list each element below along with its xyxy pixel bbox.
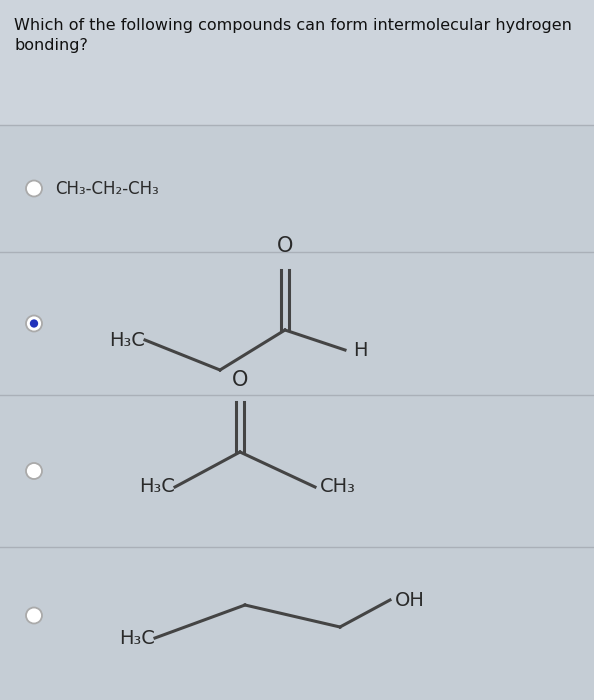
Text: O: O xyxy=(277,236,293,256)
Circle shape xyxy=(26,608,42,624)
Text: H₃C: H₃C xyxy=(109,330,145,349)
Text: CH₃-CH₂-CH₃: CH₃-CH₂-CH₃ xyxy=(55,179,159,197)
Text: H₃C: H₃C xyxy=(139,477,175,496)
Text: OH: OH xyxy=(395,591,425,610)
Text: O: O xyxy=(232,370,248,390)
Text: Which of the following compounds can form intermolecular hydrogen
bonding?: Which of the following compounds can for… xyxy=(14,18,572,52)
Circle shape xyxy=(26,181,42,197)
FancyBboxPatch shape xyxy=(0,0,594,125)
Circle shape xyxy=(26,316,42,332)
Text: H: H xyxy=(353,340,368,360)
Circle shape xyxy=(30,319,38,328)
Text: CH₃: CH₃ xyxy=(320,477,356,496)
Circle shape xyxy=(26,463,42,479)
Text: H₃C: H₃C xyxy=(119,629,155,648)
